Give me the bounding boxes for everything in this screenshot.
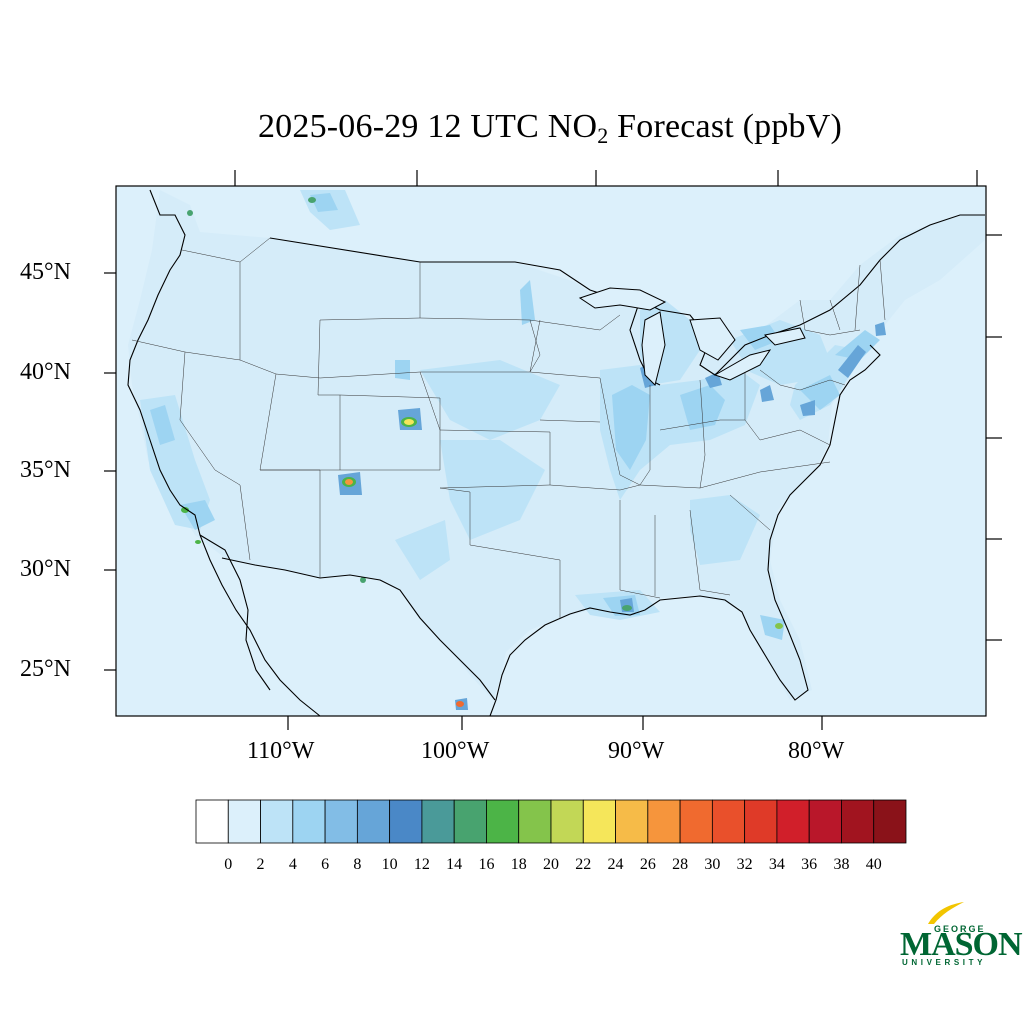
lat-label-45n: 45°N	[20, 259, 71, 285]
conus-land	[128, 190, 985, 700]
colorbar-swatch	[324, 799, 358, 844]
colorbar-tick-label: 4	[288, 856, 297, 873]
gmu-logo-mason: MASON	[900, 926, 1023, 963]
colorbar-swatch	[550, 799, 584, 844]
colorbar-swatch	[260, 799, 294, 844]
lat-label-30n: 30°N	[20, 556, 71, 582]
gmu-logo: GEORGE MASON UNIVERSITY	[898, 896, 1023, 976]
colorbar-tick-label: 18	[510, 856, 527, 873]
lat-label-35n: 35°N	[20, 457, 71, 483]
elevated-regions	[150, 193, 880, 640]
colorbar-tick-label: 24	[607, 856, 624, 873]
colorbar-tick-label: 6	[321, 856, 330, 873]
colorbar-tick-label: 14	[446, 856, 463, 873]
lat-label-25n: 25°N	[20, 656, 71, 682]
colorbar-swatch	[615, 799, 649, 844]
colorbar-swatch	[389, 799, 423, 844]
colorbar-swatch	[647, 799, 681, 844]
lon-label-80w: 80°W	[788, 738, 845, 764]
lon-label-110w: 110°W	[247, 738, 315, 764]
colorbar-tick-label: 38	[833, 856, 850, 873]
colorbar-swatch	[421, 799, 455, 844]
colorbar-swatch	[776, 799, 810, 844]
colorbar	[195, 799, 907, 844]
gmu-logo-university: UNIVERSITY	[902, 958, 987, 967]
colorbar-tick-label: 2	[256, 856, 265, 873]
colorbar-swatch	[711, 799, 746, 844]
colorbar-swatch	[679, 799, 713, 844]
colorbar-swatch	[486, 799, 520, 844]
colorbar-tick-label: 26	[639, 856, 656, 873]
colorbar-swatch	[227, 799, 261, 844]
colorbar-swatch	[873, 799, 907, 844]
lon-label-100w: 100°W	[421, 738, 490, 764]
colorbar-swatch	[195, 799, 229, 844]
gmu-logo-george: GEORGE	[934, 924, 986, 934]
colorbar-tick-label: 30	[704, 856, 721, 873]
great-lakes	[578, 287, 806, 386]
colorbar-swatch	[356, 799, 391, 844]
lon-label-90w: 90°W	[608, 738, 665, 764]
map-title: 2025-06-29 12 UTC NO2 Forecast (ppbV)	[257, 108, 843, 148]
colorbar-tick-label: 10	[381, 856, 398, 873]
colorbar-tick-label: 40	[865, 856, 882, 873]
gmu-swoosh-icon	[928, 902, 964, 924]
state-boundaries	[131, 237, 886, 618]
lat-label-40n: 40°N	[20, 359, 71, 385]
colorbar-tick-label: 8	[353, 856, 362, 873]
colorbar-tick-label: 12	[413, 856, 430, 873]
colorbar-tick-label: 28	[672, 856, 689, 873]
hotspots	[181, 197, 783, 707]
colorbar-tick-label: 20	[543, 856, 559, 873]
colorbar-tick-label: 34	[768, 856, 785, 873]
colorbar-swatch	[518, 799, 552, 844]
colorbar-swatch	[453, 799, 487, 844]
colorbar-tick-label: 0	[224, 856, 233, 873]
colorbar-swatch	[841, 799, 875, 844]
colorbar-swatch	[582, 799, 616, 844]
colorbar-tick-label: 16	[478, 856, 495, 873]
colorbar-tick-label: 32	[736, 856, 753, 873]
colorbar-tick-label: 22	[575, 856, 592, 873]
colorbar-tick-label: 36	[801, 856, 818, 873]
colorbar-swatch	[744, 799, 778, 844]
colorbar-swatch	[808, 799, 842, 844]
axis-ticks	[104, 170, 1002, 730]
colorbar-swatch	[292, 799, 326, 844]
